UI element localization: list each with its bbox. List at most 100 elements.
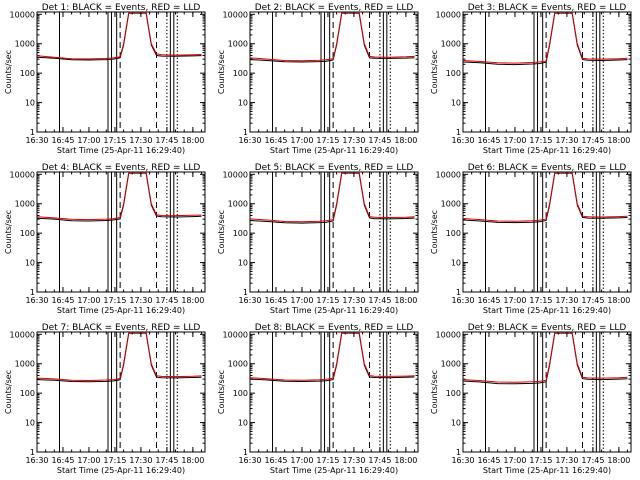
time-markers [59,172,178,292]
chart-panel-2: Det 2: BLACK = Events, RED = LLD 1 10 100 10… [217,3,419,155]
y-tick-label: 1000 [228,200,248,209]
x-tick-label: 18:00 [607,136,630,145]
y-tick-label: 100 [446,69,461,78]
x-tick-label: 17:45 [581,296,604,305]
y-tick-label: 100 [233,389,248,398]
y-axis-label: Counts/sec [430,370,439,414]
y-tick-label: 100 [233,229,248,238]
series-lld-line [463,12,628,64]
x-tick-label: 16:45 [264,456,287,465]
chart-panel-5: Det 5: BLACK = Events, RED = LLD 1 10 100 10… [217,163,419,315]
y-tick-label: 10000 [223,170,248,179]
series-events-line [463,12,628,66]
x-tick-label: 17:15 [529,456,552,465]
x-tick-label: 16:30 [238,296,261,305]
series-lld-line [250,12,415,62]
x-tick-label: 18:00 [181,296,204,305]
time-markers [272,172,391,292]
y-tick-label: 1 [456,288,461,297]
x-tick-label: 18:00 [181,456,204,465]
x-tick-label: 18:00 [394,456,417,465]
x-tick-label: 17:45 [368,296,391,305]
y-tick-label: 10 [238,99,248,108]
y-axis-label: Counts/sec [4,210,13,254]
y-tick-label: 10 [451,259,461,268]
x-tick-label: 17:15 [529,296,552,305]
y-tick-label: 1 [243,128,248,137]
x-tick-label: 17:00 [290,296,313,305]
x-tick-label: 17:45 [155,136,178,145]
y-tick-label: 100 [20,389,35,398]
y-tick-label: 10 [25,259,35,268]
y-tick-label: 100 [446,389,461,398]
x-axis-label: Start Time (25-Apr-11 16:29:40) [57,306,185,315]
x-tick-label: 17:30 [342,456,365,465]
x-tick-label: 18:00 [394,136,417,145]
chart-panel-1: Det 1: BLACK = Events, RED = LLD 1 10 100 10… [4,3,206,155]
plot-frame [36,11,206,133]
y-axis-label: Counts/sec [430,210,439,254]
x-axis-label: Start Time (25-Apr-11 16:29:40) [270,146,398,155]
x-tick-label: 16:30 [25,296,48,305]
x-tick-label: 17:00 [77,296,100,305]
x-tick-label: 16:45 [477,296,500,305]
y-tick-label: 10 [25,99,35,108]
series-lines [463,332,628,385]
x-tick-label: 17:00 [290,136,313,145]
x-tick-label: 17:00 [290,456,313,465]
series-lines [463,12,628,66]
y-tick-label: 10000 [436,10,461,19]
y-tick-label: 1000 [15,200,35,209]
series-lines [463,172,628,224]
y-tick-label: 10 [451,99,461,108]
y-tick-label: 10000 [223,10,248,19]
x-tick-label: 17:30 [555,136,578,145]
series-lld-line [250,332,415,381]
chart-panel-9: Det 9: BLACK = Events, RED = LLD 1 10 100 10… [430,323,632,475]
plot-frame [462,171,632,293]
y-axis-label: Counts/sec [4,370,13,414]
x-tick-label: 16:30 [238,456,261,465]
plot-frame [249,331,419,453]
y-tick-label: 1 [243,288,248,297]
time-markers [59,12,178,132]
x-tick-label: 17:30 [342,136,365,145]
x-tick-label: 17:30 [129,296,152,305]
series-lines [37,172,202,222]
x-tick-label: 17:15 [103,136,126,145]
x-tick-label: 17:45 [581,456,604,465]
y-tick-label: 10 [451,419,461,428]
chart-panel-7: Det 7: BLACK = Events, RED = LLD 1 10 100 10… [4,323,206,475]
y-tick-label: 10000 [10,10,35,19]
y-tick-label: 1 [30,448,35,457]
y-tick-label: 10000 [10,170,35,179]
x-tick-label: 18:00 [394,296,417,305]
x-tick-label: 17:45 [368,136,391,145]
series-lines [37,12,202,61]
series-lld-line [37,12,202,60]
y-tick-label: 10000 [223,330,248,339]
time-markers [485,12,604,132]
plot-frame [36,171,206,293]
x-tick-label: 17:45 [155,296,178,305]
time-markers [485,172,604,292]
y-tick-label: 100 [20,229,35,238]
x-tick-label: 17:00 [77,136,100,145]
x-tick-label: 17:00 [503,456,526,465]
y-tick-label: 10000 [10,330,35,339]
x-tick-label: 17:45 [368,456,391,465]
y-tick-label: 100 [446,229,461,238]
y-tick-label: 100 [233,69,248,78]
x-tick-label: 17:15 [103,296,126,305]
series-events-line [463,332,628,385]
panel-title: Det 1: BLACK = Events, RED = LLD [42,3,201,13]
x-tick-label: 17:45 [581,136,604,145]
y-axis-label: Counts/sec [4,50,13,94]
x-tick-label: 16:45 [51,456,74,465]
y-tick-label: 100 [20,69,35,78]
y-tick-label: 1000 [15,360,35,369]
series-lines [37,332,202,383]
x-tick-label: 16:45 [51,296,74,305]
y-tick-label: 1 [456,448,461,457]
